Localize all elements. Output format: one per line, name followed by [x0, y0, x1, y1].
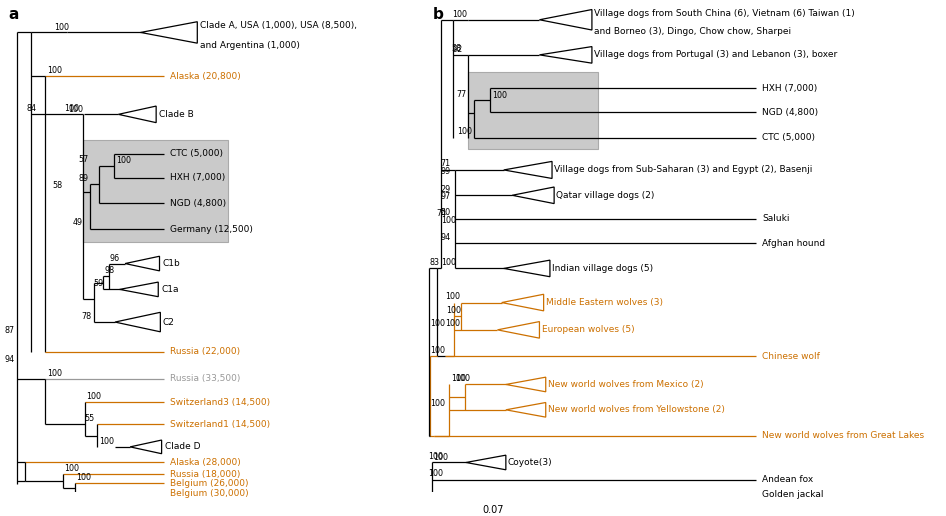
Text: Village dogs from Sub-Saharan (3) and Egypt (2), Basenji: Village dogs from Sub-Saharan (3) and Eg…	[554, 166, 813, 174]
Text: Alaska (20,800): Alaska (20,800)	[170, 72, 240, 81]
Text: Clade D: Clade D	[165, 442, 200, 452]
Text: Belgium (30,000): Belgium (30,000)	[170, 489, 249, 498]
Text: 96: 96	[110, 253, 120, 263]
Text: 87: 87	[4, 327, 14, 335]
Text: Middle Eastern wolves (3): Middle Eastern wolves (3)	[546, 298, 663, 307]
Text: 59: 59	[93, 279, 103, 288]
Text: CTC (5,000): CTC (5,000)	[762, 133, 815, 142]
Text: 100: 100	[115, 156, 131, 165]
Text: 89: 89	[79, 174, 88, 183]
Text: Indian village dogs (5): Indian village dogs (5)	[552, 264, 653, 273]
Text: Belgium (26,000): Belgium (26,000)	[170, 479, 249, 488]
Text: New world wolves from Yellowstone (2): New world wolves from Yellowstone (2)	[548, 406, 725, 414]
Text: 100: 100	[445, 292, 460, 301]
Text: 100: 100	[64, 464, 79, 473]
Text: 77: 77	[457, 90, 467, 99]
Text: 100: 100	[64, 104, 79, 114]
Text: 100: 100	[441, 258, 456, 267]
Text: New world wolves from Mexico (2): New world wolves from Mexico (2)	[548, 380, 704, 389]
Text: 57: 57	[79, 155, 89, 164]
Text: 100: 100	[429, 319, 445, 328]
Text: 100: 100	[457, 127, 472, 136]
Text: Village dogs from Portugal (3) and Lebanon (3), boxer: Village dogs from Portugal (3) and Leban…	[594, 51, 837, 59]
Text: 100: 100	[47, 368, 62, 378]
Text: 98: 98	[104, 266, 114, 276]
Text: Village dogs from South China (6), Vietnam (6) Taiwan (1): Village dogs from South China (6), Vietn…	[594, 9, 855, 19]
Text: 100: 100	[492, 91, 507, 100]
Text: HXH (7,000): HXH (7,000)	[170, 173, 225, 182]
Text: 97: 97	[441, 192, 451, 201]
Text: 100: 100	[77, 474, 92, 482]
Text: 49: 49	[72, 218, 82, 228]
Text: New world wolves from Great Lakes: New world wolves from Great Lakes	[762, 431, 924, 440]
Bar	[467, 72, 598, 150]
Text: 100: 100	[86, 392, 101, 401]
Text: 100: 100	[429, 469, 444, 478]
Text: C2: C2	[163, 317, 175, 327]
Text: Coyote(3): Coyote(3)	[508, 458, 552, 467]
Text: and Argentina (1,000): and Argentina (1,000)	[200, 41, 300, 50]
Text: Andean fox: Andean fox	[762, 475, 814, 484]
Text: NGD (4,800): NGD (4,800)	[762, 108, 818, 117]
Text: a: a	[9, 7, 19, 22]
Bar	[83, 140, 228, 241]
Text: Russia (33,500): Russia (33,500)	[170, 374, 240, 383]
Text: Russia (22,000): Russia (22,000)	[170, 347, 240, 357]
Text: 100: 100	[68, 105, 83, 114]
Text: 100: 100	[429, 452, 444, 461]
Text: 74: 74	[436, 208, 447, 218]
Text: C1a: C1a	[161, 285, 179, 294]
Text: Switzerland1 (14,500): Switzerland1 (14,500)	[170, 420, 271, 429]
Text: 94: 94	[4, 354, 14, 364]
Text: HXH (7,000): HXH (7,000)	[762, 84, 817, 92]
Text: 94: 94	[441, 233, 451, 241]
Text: Russia (18,000): Russia (18,000)	[170, 470, 240, 479]
Text: b: b	[432, 7, 444, 22]
Text: 100: 100	[99, 437, 114, 446]
Text: 92: 92	[452, 45, 463, 54]
Text: 100: 100	[54, 23, 69, 32]
Text: European wolves (5): European wolves (5)	[541, 326, 634, 334]
Text: Chinese wolf: Chinese wolf	[762, 352, 820, 361]
Text: Saluki: Saluki	[762, 214, 790, 223]
Text: 71: 71	[441, 159, 451, 169]
Text: 100: 100	[451, 374, 465, 383]
Text: 100: 100	[455, 374, 470, 383]
Text: 100: 100	[445, 319, 460, 328]
Text: 100: 100	[433, 453, 448, 461]
Text: Golden jackal: Golden jackal	[762, 490, 823, 498]
Text: 83: 83	[429, 258, 440, 267]
Text: 99: 99	[441, 167, 451, 176]
Text: CTC (5,000): CTC (5,000)	[170, 149, 223, 158]
Text: 29: 29	[441, 185, 451, 194]
Text: Germany (12,500): Germany (12,500)	[170, 225, 253, 234]
Text: Clade B: Clade B	[159, 110, 193, 119]
Text: 100: 100	[452, 10, 467, 19]
Text: 100: 100	[441, 216, 456, 224]
Text: 100: 100	[446, 306, 461, 315]
Text: 100: 100	[429, 346, 445, 354]
Text: Alaska (28,000): Alaska (28,000)	[170, 458, 240, 467]
Text: 58: 58	[53, 181, 63, 190]
Text: Qatar village dogs (2): Qatar village dogs (2)	[556, 191, 655, 200]
Text: 100: 100	[47, 67, 62, 75]
Text: Switzerland3 (14,500): Switzerland3 (14,500)	[170, 397, 271, 407]
Text: Clade A, USA (1,000), USA (8,500),: Clade A, USA (1,000), USA (8,500),	[200, 21, 357, 30]
Text: 58: 58	[451, 44, 462, 54]
Text: 84: 84	[26, 104, 36, 113]
Text: 78: 78	[81, 312, 91, 320]
Text: and Borneo (3), Dingo, Chow chow, Sharpei: and Borneo (3), Dingo, Chow chow, Sharpe…	[594, 27, 791, 36]
Text: 50: 50	[441, 208, 451, 217]
Text: 0.07: 0.07	[482, 505, 504, 515]
Text: 55: 55	[84, 414, 95, 423]
Text: 100: 100	[429, 399, 445, 408]
Text: NGD (4,800): NGD (4,800)	[170, 199, 226, 207]
Text: Afghan hound: Afghan hound	[762, 238, 825, 248]
Text: C1b: C1b	[162, 259, 180, 268]
